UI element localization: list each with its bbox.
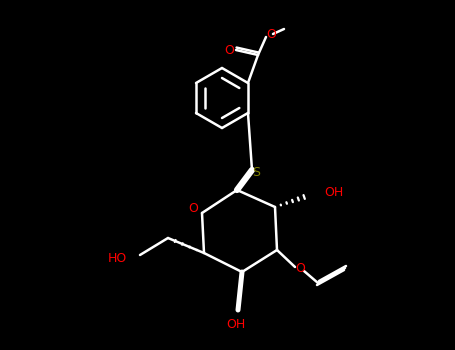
Text: S: S (252, 167, 260, 180)
Text: O: O (224, 44, 234, 57)
Text: OH: OH (324, 187, 343, 199)
Text: O: O (188, 202, 198, 215)
Text: HO: HO (108, 252, 127, 265)
Text: OH: OH (227, 317, 246, 330)
Text: O: O (266, 28, 276, 42)
Text: O: O (295, 262, 305, 275)
